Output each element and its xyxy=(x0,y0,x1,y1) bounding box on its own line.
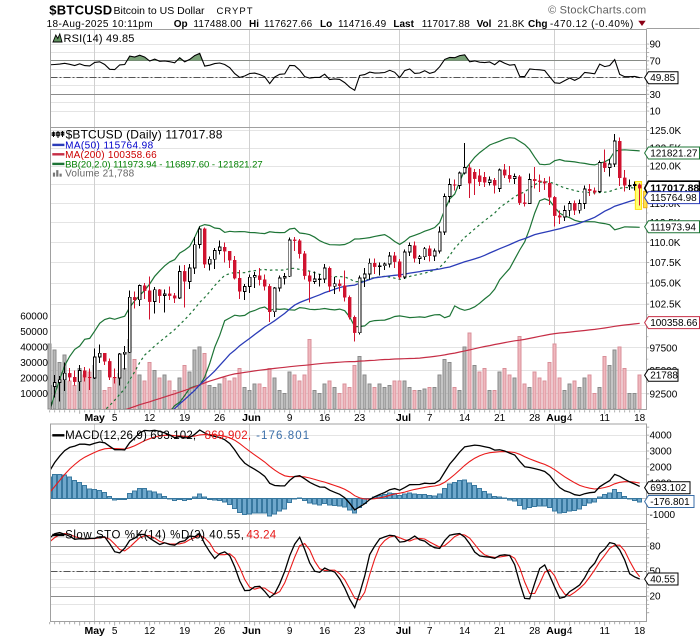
svg-text:18-Aug-2025 10:11pm: 18-Aug-2025 10:11pm xyxy=(47,19,153,30)
svg-text:21: 21 xyxy=(494,413,506,424)
svg-text:26: 26 xyxy=(214,413,226,424)
svg-text:Jul: Jul xyxy=(396,412,411,424)
svg-text:111973.94: 111973.94 xyxy=(650,222,696,233)
svg-text:115.0K: 115.0K xyxy=(650,199,681,210)
svg-text:4: 4 xyxy=(567,626,573,637)
svg-text:16: 16 xyxy=(319,413,331,424)
svg-text:28: 28 xyxy=(529,626,541,637)
svg-text:Slow STO %K(14) %D(3) 40.55,: Slow STO %K(14) %D(3) 40.55, xyxy=(65,530,244,542)
svg-text:50: 50 xyxy=(650,567,662,578)
svg-text:107.5K: 107.5K xyxy=(650,258,682,269)
svg-text:11: 11 xyxy=(600,413,611,424)
svg-text:28: 28 xyxy=(529,413,541,424)
svg-text:19: 19 xyxy=(179,413,191,424)
svg-text:90: 90 xyxy=(650,40,662,51)
svg-text:Chg: Chg xyxy=(528,19,547,30)
svg-text:May: May xyxy=(84,625,105,637)
svg-text:40000: 40000 xyxy=(20,343,48,354)
svg-text:7: 7 xyxy=(427,413,433,424)
svg-text:-176.801: -176.801 xyxy=(256,430,310,442)
svg-text:23: 23 xyxy=(354,626,366,637)
svg-text:7: 7 xyxy=(427,626,433,637)
svg-text:26: 26 xyxy=(214,626,226,637)
svg-text:RSI(14) 49.85: RSI(14) 49.85 xyxy=(64,33,135,45)
svg-text:60000: 60000 xyxy=(20,312,48,323)
svg-text:97500: 97500 xyxy=(650,343,678,354)
svg-text:14: 14 xyxy=(459,626,471,637)
svg-text:Vol: Vol xyxy=(477,19,492,30)
svg-text:50000: 50000 xyxy=(20,327,48,338)
svg-text:Volume 21,788: Volume 21,788 xyxy=(65,169,135,180)
svg-text:-470.12 (-0.40%): -470.12 (-0.40%) xyxy=(550,19,634,30)
svg-text:Hi: Hi xyxy=(249,19,259,30)
svg-text:Jun: Jun xyxy=(242,412,261,424)
svg-text:MA(200) 100358.66: MA(200) 100358.66 xyxy=(65,150,157,161)
svg-text:9: 9 xyxy=(287,413,293,424)
svg-text:-1000: -1000 xyxy=(650,510,676,521)
svg-text:30: 30 xyxy=(650,90,662,101)
svg-text:Jul: Jul xyxy=(396,625,411,637)
svg-text:18: 18 xyxy=(634,626,646,637)
svg-text:114716.49: 114716.49 xyxy=(338,19,387,30)
svg-text:5: 5 xyxy=(112,413,118,424)
svg-text:19: 19 xyxy=(179,626,191,637)
svg-text:869.902,: 869.902, xyxy=(205,430,252,442)
svg-text:125.0K: 125.0K xyxy=(650,126,682,137)
svg-text:10: 10 xyxy=(650,107,662,118)
svg-text:Jun: Jun xyxy=(242,625,261,637)
svg-text:Op: Op xyxy=(174,19,188,30)
svg-text:117627.66: 117627.66 xyxy=(264,19,313,30)
svg-text:21.8K: 21.8K xyxy=(498,19,525,30)
svg-text:May: May xyxy=(84,412,105,424)
svg-text:4000: 4000 xyxy=(650,431,673,442)
svg-text:Lo: Lo xyxy=(320,19,332,30)
svg-text:2000: 2000 xyxy=(650,462,673,473)
svg-text:9: 9 xyxy=(287,626,293,637)
svg-text:CRYPT: CRYPT xyxy=(217,6,254,17)
svg-text:20: 20 xyxy=(650,592,662,603)
svg-text:18: 18 xyxy=(634,413,646,424)
svg-text:23: 23 xyxy=(354,413,366,424)
svg-text:100358.66: 100358.66 xyxy=(650,318,698,329)
svg-text:MACD(12,26,9) 693.102,: MACD(12,26,9) 693.102, xyxy=(65,430,196,442)
svg-text:40.55: 40.55 xyxy=(650,575,675,586)
svg-text:70: 70 xyxy=(650,56,662,67)
svg-text:Last: Last xyxy=(393,19,414,30)
svg-text:92500: 92500 xyxy=(650,389,678,400)
svg-text:5: 5 xyxy=(112,626,118,637)
svg-text:BB(20,2.0) 111973.94 - 116897.: BB(20,2.0) 111973.94 - 116897.60 - 12182… xyxy=(65,159,263,170)
svg-text:10000: 10000 xyxy=(20,389,48,400)
svg-text:117017.88: 117017.88 xyxy=(422,19,471,30)
svg-text:80: 80 xyxy=(650,542,662,553)
svg-text:20000: 20000 xyxy=(20,374,48,385)
svg-text:30000: 30000 xyxy=(20,358,48,369)
svg-text:121821.27: 121821.27 xyxy=(650,149,698,160)
svg-text:MA(50) 115764.98: MA(50) 115764.98 xyxy=(65,141,154,152)
svg-text:105.0K: 105.0K xyxy=(650,279,682,290)
svg-text:21: 21 xyxy=(494,626,506,637)
svg-text:-176.801: -176.801 xyxy=(650,497,690,508)
svg-text:115764.98: 115764.98 xyxy=(650,193,697,204)
svg-text:12: 12 xyxy=(144,626,156,637)
svg-text:12: 12 xyxy=(144,413,156,424)
svg-text:3000: 3000 xyxy=(650,447,673,458)
svg-text:Bitcoin to US Dollar: Bitcoin to US Dollar xyxy=(114,5,206,17)
svg-text:$BTCUSD (Daily) 117017.88: $BTCUSD (Daily) 117017.88 xyxy=(66,127,223,141)
svg-text:Aug: Aug xyxy=(546,625,566,637)
svg-text:21788: 21788 xyxy=(650,371,678,382)
svg-text:4: 4 xyxy=(567,413,573,424)
svg-text:49.85: 49.85 xyxy=(650,73,675,84)
svg-text:© StockCharts.com: © StockCharts.com xyxy=(548,5,646,17)
svg-text:693.102: 693.102 xyxy=(650,483,687,494)
svg-text:102.5K: 102.5K xyxy=(650,300,682,311)
svg-text:11: 11 xyxy=(600,626,611,637)
svg-text:110.0K: 110.0K xyxy=(650,238,681,249)
svg-text:Aug: Aug xyxy=(546,412,566,424)
svg-text:$BTCUSD: $BTCUSD xyxy=(49,3,112,18)
svg-text:120.0K: 120.0K xyxy=(650,162,682,173)
svg-text:43.24: 43.24 xyxy=(246,530,276,542)
svg-text:16: 16 xyxy=(319,626,331,637)
svg-text:117488.00: 117488.00 xyxy=(193,19,242,30)
svg-text:14: 14 xyxy=(459,413,471,424)
